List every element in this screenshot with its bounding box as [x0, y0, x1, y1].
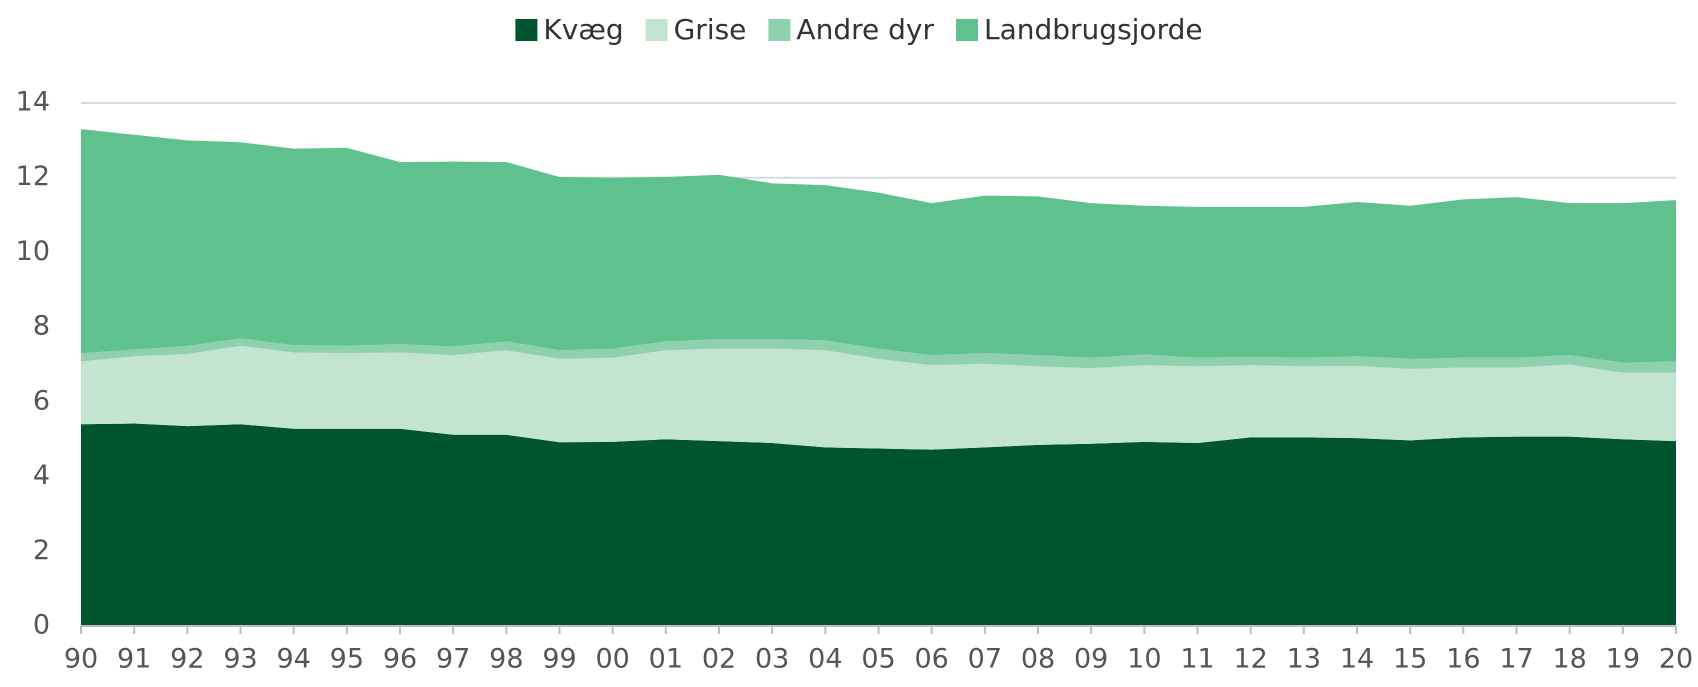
y-tick-label: 12 — [16, 161, 50, 192]
x-tick-label: 09 — [1074, 644, 1108, 675]
y-tick-label: 8 — [33, 311, 50, 342]
legend-label: Andre dyr — [796, 13, 934, 46]
legend-swatch — [768, 19, 791, 41]
area — [81, 338, 1676, 373]
x-tick-label: 10 — [1127, 644, 1161, 675]
legend-swatch — [955, 19, 978, 41]
legend-swatch — [645, 19, 668, 41]
x-tick-label: 99 — [542, 644, 576, 675]
x-tick-label: 19 — [1606, 644, 1640, 675]
y-tick-label: 14 — [16, 87, 50, 118]
x-tick-label: 17 — [1499, 644, 1533, 675]
x-tick-label: 03 — [755, 644, 789, 675]
x-tick-label: 93 — [223, 644, 257, 675]
x-tick-label: 20 — [1659, 644, 1693, 675]
x-tick-label: 04 — [808, 644, 842, 675]
x-tick-label: 95 — [330, 644, 364, 675]
x-tick-label: 15 — [1393, 644, 1427, 675]
x-tick-label: 98 — [489, 644, 523, 675]
x-tick-label: 06 — [914, 644, 948, 675]
x-tick-label: 00 — [595, 644, 629, 675]
x-tick-label: 18 — [1552, 644, 1586, 675]
x-tick-label: 02 — [702, 644, 736, 675]
x-tick-label: 16 — [1446, 644, 1480, 675]
legend-label: Kvæg — [543, 13, 623, 46]
y-tick-label: 0 — [33, 610, 50, 641]
x-tick-label: 08 — [1021, 644, 1055, 675]
x-tick-label: 91 — [117, 644, 151, 675]
y-tick-label: 2 — [33, 535, 50, 566]
area — [81, 129, 1676, 363]
legend-label: Landbrugsjorde — [984, 13, 1203, 46]
y-tick-label: 6 — [33, 385, 50, 416]
legend: Kvæg Grise Andre dyr Landbrugsjorde — [515, 13, 1203, 46]
x-tick-label: 97 — [436, 644, 470, 675]
y-tick-label: 10 — [16, 236, 50, 267]
x-tick-label: 94 — [276, 644, 310, 675]
x-tick-label: 12 — [1233, 644, 1267, 675]
x-tick-label: 01 — [649, 644, 683, 675]
x-tick-label: 07 — [968, 644, 1002, 675]
x-tick-label: 14 — [1340, 644, 1374, 675]
x-tick-label: 96 — [383, 644, 417, 675]
x-tick-label: 05 — [861, 644, 895, 675]
x-tick-label: 90 — [64, 644, 98, 675]
x-tick-label: 13 — [1287, 644, 1321, 675]
y-tick-label: 4 — [33, 460, 50, 491]
area — [81, 423, 1676, 626]
legend-swatch — [515, 19, 538, 41]
x-tick-label: 11 — [1180, 644, 1214, 675]
area — [81, 345, 1676, 450]
legend-label: Grise — [674, 13, 747, 46]
x-tick-label: 92 — [170, 644, 204, 675]
